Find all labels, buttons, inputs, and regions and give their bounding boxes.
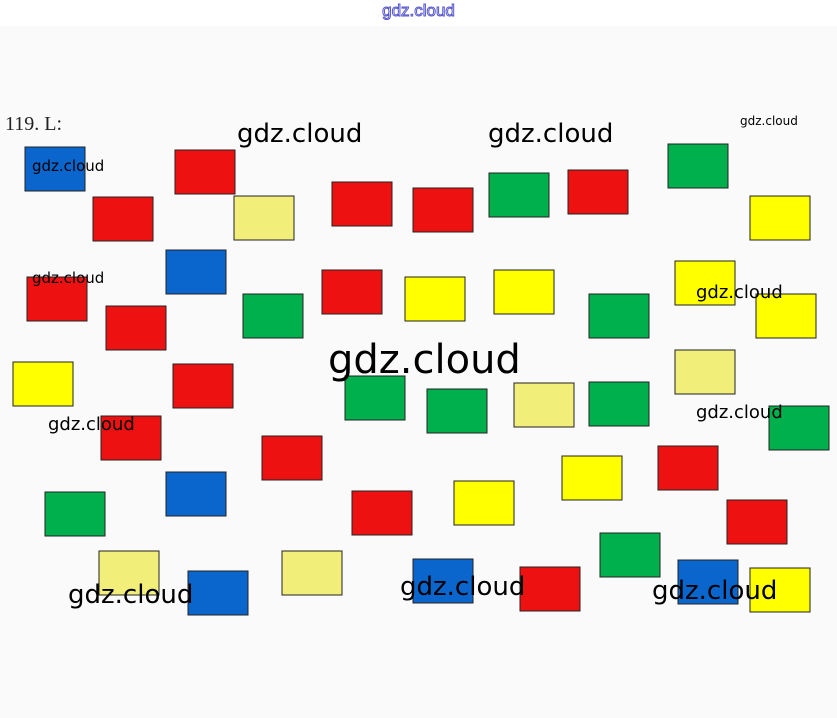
colored-rectangle bbox=[726, 499, 788, 545]
watermark: gdz.cloud bbox=[740, 114, 798, 128]
colored-rectangle bbox=[588, 293, 650, 339]
colored-rectangle bbox=[567, 169, 629, 215]
colored-rectangle bbox=[404, 276, 466, 322]
colored-rectangle bbox=[599, 532, 661, 578]
watermark: gdz.cloud bbox=[328, 337, 521, 383]
colored-rectangle bbox=[488, 172, 550, 218]
colored-rectangle bbox=[513, 382, 575, 428]
colored-rectangle bbox=[674, 349, 736, 395]
colored-rectangle bbox=[242, 293, 304, 339]
colored-rectangle bbox=[24, 146, 86, 192]
watermark: gdz.cloud bbox=[652, 576, 778, 606]
watermark: gdz.cloud bbox=[68, 580, 194, 610]
exercise-number: 119. L: bbox=[5, 113, 63, 135]
colored-rectangle bbox=[667, 143, 729, 189]
watermark: gdz.cloud bbox=[400, 572, 526, 602]
colored-rectangle bbox=[172, 363, 234, 409]
colored-rectangle bbox=[657, 445, 719, 491]
colored-rectangle bbox=[174, 149, 236, 195]
colored-rectangle bbox=[100, 415, 162, 461]
header-watermark: gdz.cloud bbox=[0, 0, 837, 26]
watermark: gdz.cloud bbox=[488, 119, 614, 149]
colored-rectangle bbox=[44, 491, 106, 537]
colored-rectangle bbox=[321, 269, 383, 315]
watermark: gdz.cloud bbox=[48, 414, 135, 435]
colored-rectangle bbox=[98, 550, 160, 596]
colored-rectangle bbox=[12, 361, 74, 407]
colored-rectangle bbox=[412, 187, 474, 233]
watermark: gdz.cloud bbox=[32, 157, 105, 175]
colored-rectangle bbox=[426, 388, 488, 434]
colored-rectangle bbox=[165, 249, 227, 295]
colored-rectangle bbox=[768, 405, 830, 451]
colored-rectangle bbox=[351, 490, 413, 536]
colored-rectangle bbox=[26, 276, 88, 322]
colored-rectangle bbox=[165, 471, 227, 517]
colored-rectangle bbox=[261, 435, 323, 481]
colored-rectangle bbox=[233, 195, 295, 241]
colored-rectangle bbox=[412, 558, 474, 604]
colored-rectangle bbox=[493, 269, 555, 315]
watermark: gdz.cloud bbox=[32, 269, 105, 287]
colored-rectangle bbox=[749, 567, 811, 613]
colored-rectangle bbox=[92, 196, 154, 242]
colored-rectangle bbox=[453, 480, 515, 526]
colored-rectangle bbox=[561, 455, 623, 501]
colored-rectangle bbox=[749, 195, 811, 241]
colored-rectangle bbox=[281, 550, 343, 596]
colored-rectangle bbox=[105, 305, 167, 351]
colored-rectangle bbox=[519, 566, 581, 612]
watermark: gdz.cloud bbox=[696, 282, 783, 303]
colored-rectangle bbox=[331, 181, 393, 227]
colored-rectangle bbox=[674, 260, 736, 306]
watermark: gdz.cloud bbox=[237, 119, 363, 149]
colored-rectangle bbox=[755, 293, 817, 339]
colored-rectangle bbox=[677, 559, 739, 605]
colored-rectangle bbox=[187, 570, 249, 616]
watermark: gdz.cloud bbox=[696, 402, 783, 423]
colored-rectangle bbox=[588, 381, 650, 427]
colored-rectangle bbox=[344, 375, 406, 421]
